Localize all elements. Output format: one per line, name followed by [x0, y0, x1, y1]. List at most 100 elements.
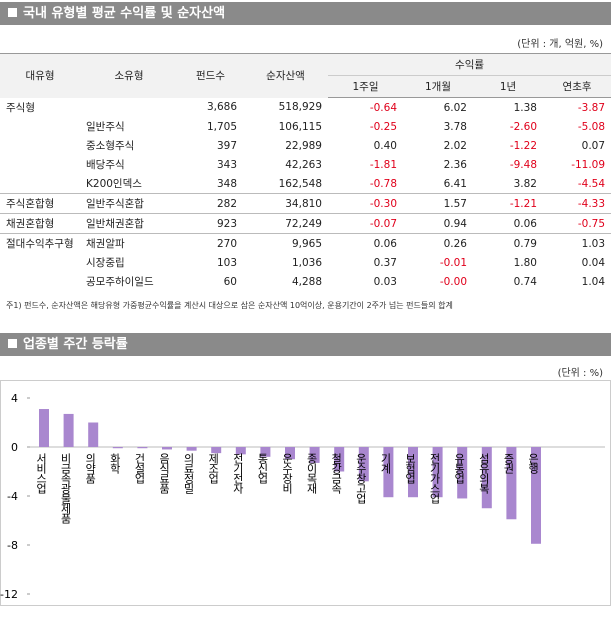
- cell: 0.74: [513, 275, 537, 288]
- cell: -2.60: [509, 120, 537, 133]
- bar: [531, 447, 541, 544]
- cell: 282: [178, 193, 243, 214]
- x-tick-label: 운수장비: [281, 453, 294, 494]
- chart: 4 0 -4 -8 -12 서비스업 비금속광물제품 의약품 화학 건설업 음식료품 의료정밀 제조업 전…: [0, 380, 611, 606]
- cell: -4.54: [577, 177, 606, 190]
- header: 순자산액: [243, 53, 328, 98]
- cell: 0.04: [581, 256, 606, 269]
- cell: -0.75: [543, 213, 611, 234]
- cell: 시장중립: [86, 257, 125, 269]
- x-tick-label: 전기전자: [231, 453, 244, 494]
- cell: 3,686: [206, 101, 237, 114]
- cell: 106,115: [278, 120, 322, 133]
- table-row: 시장중립 103 1,036 0.37 -0.01 1.80 0.04: [0, 253, 611, 272]
- x-tick-label: 은행: [527, 453, 540, 474]
- x-tick-label: 음식료품: [158, 453, 171, 494]
- header: 1주일: [328, 75, 403, 98]
- x-tick-label: 비금속광물제품: [59, 453, 72, 524]
- cell: -1.81: [369, 158, 397, 171]
- cell: 60: [223, 275, 237, 288]
- cell: 0.03: [373, 275, 397, 288]
- table-row: 주식혼합형 일반주식혼합 282 34,810 -0.30 1.57 -1.21 -4.33: [0, 193, 611, 214]
- x-tick-label: 기계: [379, 453, 392, 475]
- chart-title: 업종별 주간 등락률: [23, 337, 128, 352]
- x-tick-label: 건설업: [133, 453, 146, 484]
- cell: 1.57: [403, 193, 473, 214]
- section-header: 국내 유형별 평균 수익률 및 순자산액: [0, 2, 611, 25]
- fund-table: 대유형 소유형 펀드수 순자산액 수익률 1주일 1개월 1년 연초후 주식형 3,686 518…: [0, 53, 611, 291]
- cell: 일반주식: [86, 121, 125, 133]
- cell: [0, 174, 80, 194]
- unit: (단위 : %): [557, 368, 603, 379]
- cell: -0.78: [369, 177, 397, 190]
- cell: 중소형주식: [86, 140, 135, 152]
- table-row: 공모주하이일드 60 4,288 0.03 -0.00 0.74 1.04: [0, 272, 611, 291]
- cell: [0, 117, 80, 136]
- cell: 518,929: [278, 101, 322, 114]
- cell: 절대수익추구형: [0, 233, 80, 253]
- y-tick-label: -4: [7, 490, 18, 503]
- table-row: 절대수익추구형 채권알파 270 9,965 0.06 0.26 0.79 1.03: [0, 233, 611, 253]
- section-header: 업종별 주간 등락률: [0, 333, 611, 356]
- cell: 22,989: [285, 139, 322, 152]
- bar: [235, 447, 246, 455]
- cell: 397: [216, 139, 237, 152]
- bar: [137, 447, 148, 449]
- table-row: 배당주식 343 42,263 -1.81 2.36 -9.48 -11.09: [0, 155, 611, 174]
- bar: [39, 409, 49, 447]
- cell: 0.07: [581, 139, 606, 152]
- cell: 3.78: [443, 120, 467, 133]
- cell: -0.00: [439, 275, 467, 288]
- cell: 1.80: [513, 256, 537, 269]
- table-row: 중소형주식 397 22,989 0.40 2.02 -1.22 0.07: [0, 136, 611, 155]
- footnote: 주1) 펀드수, 순자산액은 해당유형 가중평균수익률을 계산시 대상으로 삼은…: [6, 301, 453, 310]
- cell: -0.07: [328, 213, 403, 234]
- bar: [285, 447, 295, 460]
- cell: 일반주식혼합: [80, 193, 178, 214]
- cell: 1.04: [581, 275, 606, 288]
- cell: [80, 98, 178, 118]
- x-tick-label: 통신업: [256, 453, 269, 484]
- x-tick-label: 의약품: [84, 453, 97, 484]
- bar: [260, 447, 271, 457]
- x-tick-label: 증권: [502, 453, 515, 474]
- table-row: 일반주식 1,705 106,115 -0.25 3.78 -2.60 -5.08: [0, 117, 611, 136]
- cell: 72,249: [243, 213, 328, 234]
- cell: 343: [216, 158, 237, 171]
- cell: 42,263: [285, 158, 322, 171]
- cell: 162,548: [278, 177, 322, 190]
- header: 대유형: [0, 53, 80, 98]
- table-row: 채권혼합형 일반채권혼합 923 72,249 -0.07 0.94 0.06 -0.75: [0, 213, 611, 234]
- cell: 0.06: [328, 233, 403, 253]
- bar: [358, 447, 369, 482]
- bar: [186, 447, 197, 451]
- x-tick-label: 전기가스업: [428, 453, 441, 504]
- cell: -0.64: [369, 101, 397, 114]
- cell: -3.87: [577, 101, 606, 114]
- cell: -4.33: [543, 193, 611, 214]
- cell: 6.02: [443, 101, 467, 114]
- table-row: K200인덱스 348 162,548 -0.78 6.41 3.82 -4.54: [0, 174, 611, 194]
- cell: 2.36: [443, 158, 467, 171]
- cell: K200인덱스: [86, 178, 142, 190]
- cell: -9.48: [509, 158, 537, 171]
- cell: 34,810: [243, 193, 328, 214]
- frame: [0, 380, 611, 606]
- section-title: 국내 유형별 평균 수익률 및 순자산액: [23, 6, 226, 21]
- cell: 채권혼합형: [0, 213, 80, 234]
- cell: -11.09: [571, 158, 606, 171]
- cell: 배당주식: [86, 159, 125, 171]
- cell: [0, 136, 80, 155]
- header: 연초후: [543, 75, 611, 98]
- cell: [0, 155, 80, 174]
- x-tick-label: 서비스업: [35, 453, 48, 494]
- cell: -0.25: [369, 120, 397, 133]
- cell: 3.82: [513, 177, 537, 190]
- cell: 주식혼합형: [0, 193, 80, 214]
- header: 펀드수: [178, 53, 243, 98]
- cell: 주식형: [6, 101, 35, 114]
- bar: [457, 447, 468, 499]
- bar: [481, 447, 492, 509]
- cell: 0.94: [403, 213, 473, 234]
